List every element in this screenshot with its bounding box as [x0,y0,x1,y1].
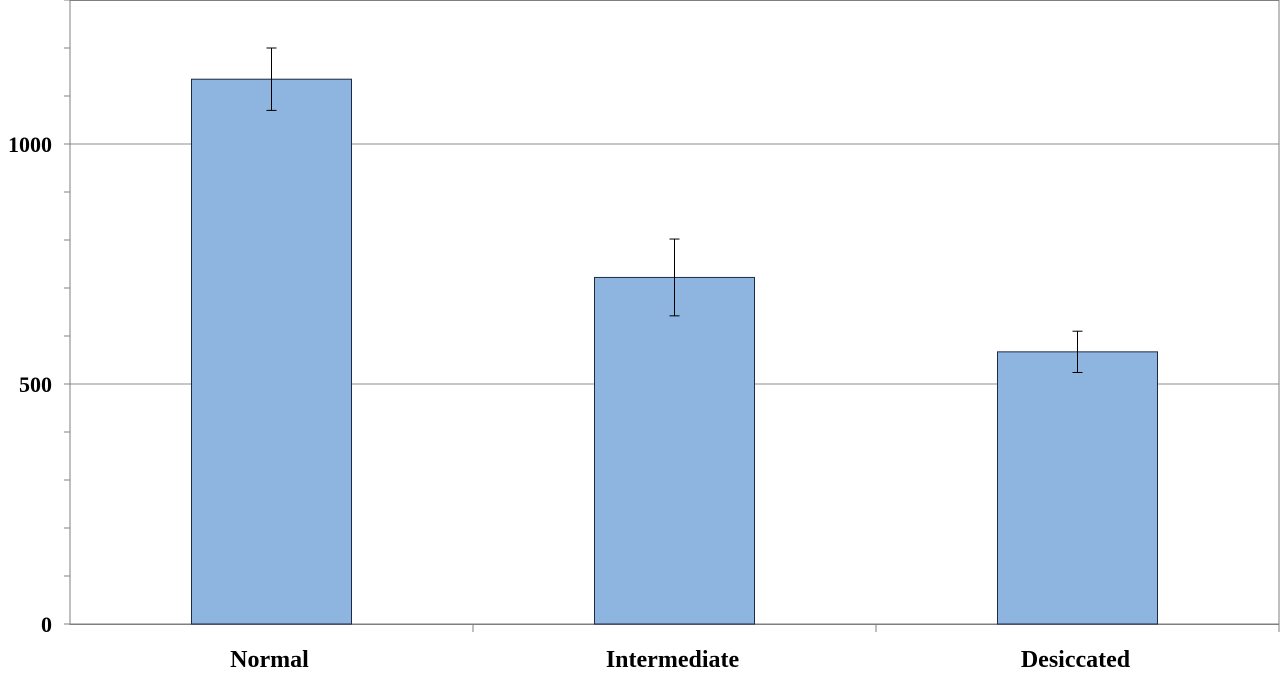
x-tick-label-normal: Normal [230,647,309,671]
bar-intermediate [594,276,755,625]
x-tick-label-intermediate: Intermediate [606,647,740,671]
error-bar-normal [266,47,277,111]
bar-desiccated [997,351,1158,625]
y-tick-label-500: 500 [19,372,52,397]
bars [191,78,1158,625]
tick-labels: 0 500 1000 Normal Intermediate Desiccated [8,132,1131,673]
error-bar-desiccated [1072,330,1083,373]
error-bar-intermediate [669,238,680,317]
x-tick-label-desiccated: Desiccated [1021,647,1131,671]
y-tick-label-1000: 1000 [8,132,52,157]
bar-normal [191,78,352,625]
y-tick-label-0: 0 [41,612,52,637]
error-bars [266,47,1083,373]
